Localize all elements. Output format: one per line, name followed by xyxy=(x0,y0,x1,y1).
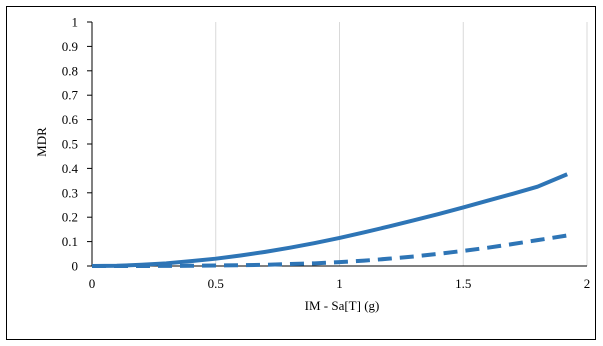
x-tick-label: 1.5 xyxy=(455,276,471,291)
chart-frame xyxy=(6,6,596,340)
x-tick-label: 0.5 xyxy=(208,276,224,291)
y-tick-label: 0.6 xyxy=(62,112,79,127)
y-tick-label: 0.8 xyxy=(62,63,78,78)
y-tick-label: 0.5 xyxy=(62,137,78,152)
y-tick-label: 0.9 xyxy=(62,39,78,54)
y-tick-label: 0.4 xyxy=(62,161,79,176)
y-tick-label: 0.7 xyxy=(62,88,79,103)
y-tick-label: 0 xyxy=(72,259,79,274)
y-tick-label: 1 xyxy=(72,15,79,30)
series-layer xyxy=(91,172,568,268)
x-tick-label: 0 xyxy=(89,276,96,291)
dashed-series-line xyxy=(92,233,568,268)
y-tick-label: 0.3 xyxy=(62,185,78,200)
label-layer: 0 0.5 1 1.5 2 0 0.1 0.2 0.3 0.4 0.5 0.6 0.7 0.8 0.9 1 xyxy=(62,15,591,292)
y-tick-label: 0.1 xyxy=(62,234,78,249)
x-tick-label: 2 xyxy=(584,276,591,291)
y-axis-title: MDR xyxy=(34,127,49,157)
grid-layer xyxy=(215,22,588,266)
y-tick-label: 0.2 xyxy=(62,210,78,225)
x-tick-label: 1 xyxy=(336,276,343,291)
x-axis-title: IM - Sa[T] (g) xyxy=(305,298,380,313)
solid-series-line xyxy=(91,172,568,268)
axis-layer xyxy=(87,21,587,267)
